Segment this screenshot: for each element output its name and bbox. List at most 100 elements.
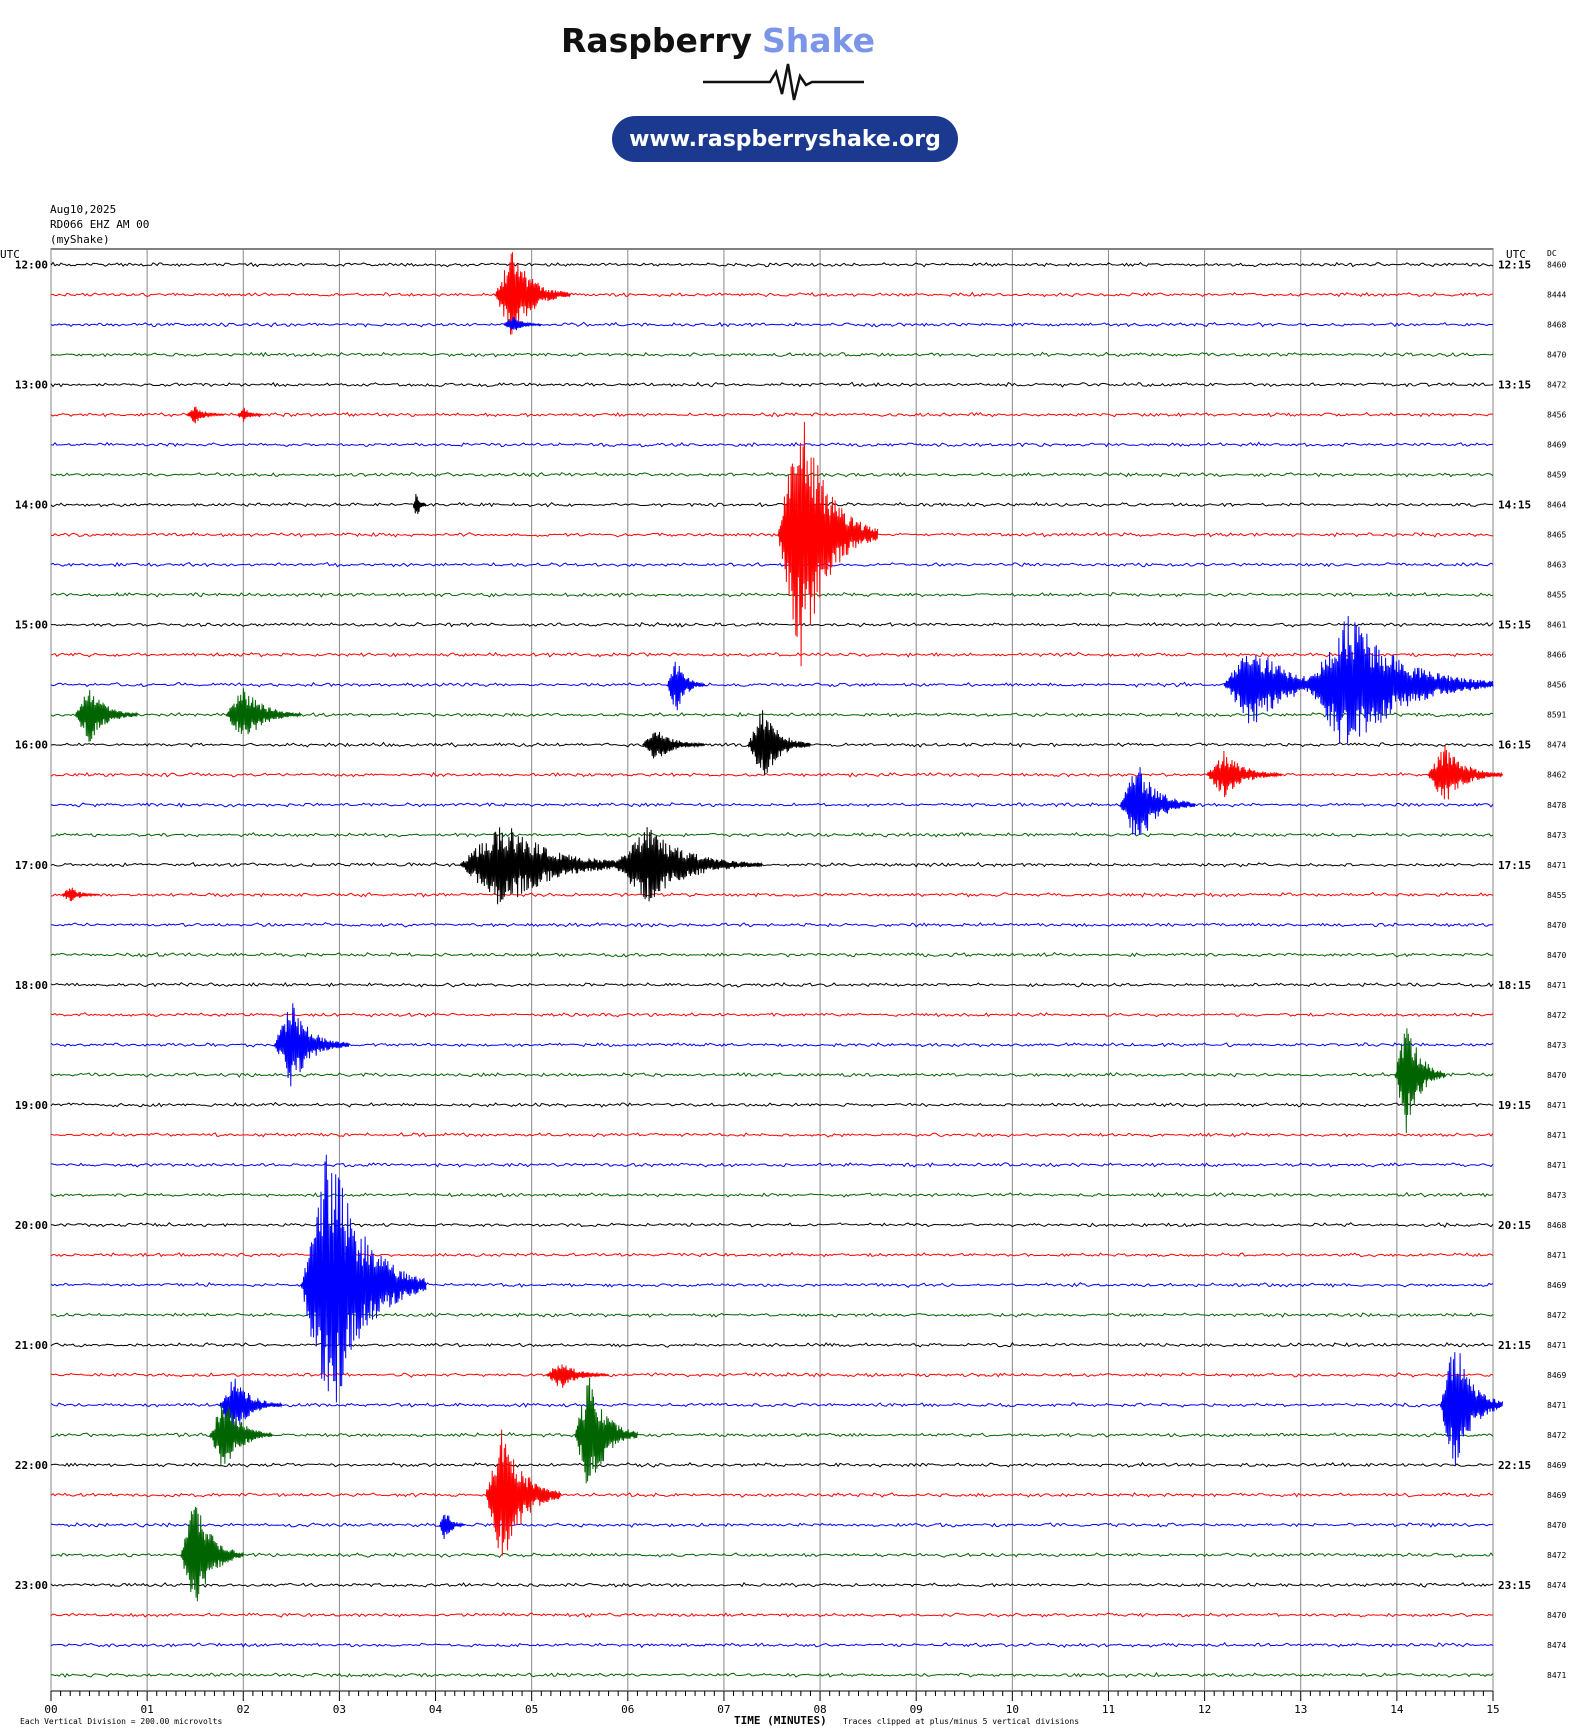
x-tick-label: 15 bbox=[1486, 1703, 1499, 1716]
event-burst bbox=[1394, 1028, 1446, 1134]
trace bbox=[50, 1162, 1494, 1168]
event-burst bbox=[574, 1377, 638, 1484]
trace bbox=[50, 1491, 1494, 1498]
dc-value: 8470 bbox=[1547, 351, 1566, 360]
event-burst bbox=[237, 407, 263, 422]
start-label: 22:00 bbox=[15, 1459, 48, 1472]
dc-value: 8466 bbox=[1547, 651, 1566, 660]
event-burst bbox=[666, 661, 706, 711]
dc-value: 8459 bbox=[1547, 471, 1566, 480]
x-tick-label: 13 bbox=[1294, 1703, 1307, 1716]
dc-value: 8463 bbox=[1547, 561, 1566, 570]
dc-value: 8470 bbox=[1547, 921, 1566, 930]
start-label: 23:00 bbox=[15, 1579, 48, 1592]
dc-value: 8469 bbox=[1547, 1491, 1566, 1500]
trace bbox=[50, 1372, 1494, 1378]
dc-value: 8474 bbox=[1547, 741, 1566, 750]
event-burst bbox=[1206, 750, 1282, 798]
trace bbox=[50, 1101, 1494, 1108]
event-burst bbox=[777, 421, 879, 667]
end-label: 21:15 bbox=[1498, 1339, 1531, 1352]
event-burst bbox=[1305, 615, 1494, 744]
trace bbox=[50, 1402, 1494, 1408]
dc-value: 8470 bbox=[1547, 1521, 1566, 1530]
end-label: 16:15 bbox=[1498, 739, 1531, 752]
dc-value: 8456 bbox=[1547, 411, 1566, 420]
trace bbox=[51, 1221, 1494, 1228]
trace bbox=[50, 1641, 1494, 1649]
start-label: 13:00 bbox=[15, 379, 48, 392]
event-burst bbox=[641, 731, 706, 759]
trace bbox=[50, 1042, 1494, 1048]
trace bbox=[50, 1552, 1494, 1558]
x-tick-label: 14 bbox=[1390, 1703, 1404, 1716]
trace bbox=[50, 1281, 1494, 1288]
trace bbox=[50, 261, 1494, 268]
trace bbox=[50, 921, 1494, 928]
event-burst bbox=[1119, 767, 1196, 836]
dc-value: 8460 bbox=[1547, 261, 1566, 270]
event-burst bbox=[74, 690, 138, 742]
event-burst bbox=[218, 1378, 283, 1432]
event-burst bbox=[494, 252, 571, 335]
trace bbox=[51, 1312, 1494, 1318]
dc-value: 8471 bbox=[1547, 1161, 1566, 1170]
url[interactable]: www.raspberryshake.org bbox=[629, 127, 941, 152]
x-tick-label: 09 bbox=[910, 1703, 923, 1716]
dc-value: 8471 bbox=[1547, 1401, 1566, 1410]
trace bbox=[50, 1341, 1494, 1348]
dc-value: 8470 bbox=[1547, 951, 1566, 960]
dc-value: 8473 bbox=[1547, 831, 1566, 840]
trace bbox=[50, 531, 1494, 538]
trace bbox=[50, 561, 1494, 568]
dc-value: 8468 bbox=[1547, 1221, 1566, 1230]
x-tick-label: 00 bbox=[44, 1703, 57, 1716]
event-burst bbox=[612, 827, 763, 902]
dc-value: 8471 bbox=[1547, 1131, 1566, 1140]
trace bbox=[50, 1522, 1494, 1528]
end-label: 19:15 bbox=[1498, 1099, 1531, 1112]
x-tick-label: 02 bbox=[237, 1703, 250, 1716]
end-label: 22:15 bbox=[1498, 1459, 1531, 1472]
end-label: 15:15 bbox=[1498, 619, 1531, 632]
trace bbox=[50, 651, 1494, 658]
event-burst bbox=[503, 316, 542, 331]
end-label: 18:15 bbox=[1498, 979, 1531, 992]
event-burst bbox=[1427, 745, 1504, 800]
trace bbox=[50, 621, 1494, 628]
start-label: 16:00 bbox=[15, 739, 48, 752]
event-burst bbox=[180, 1506, 244, 1602]
trace bbox=[50, 1431, 1494, 1438]
dc-value: 8472 bbox=[1547, 1431, 1566, 1440]
dc-value: 8471 bbox=[1547, 1251, 1566, 1260]
dc-label: DC bbox=[1547, 249, 1557, 258]
dc-value: 8470 bbox=[1547, 1611, 1566, 1620]
x-tick-label: 05 bbox=[525, 1703, 538, 1716]
end-label: 20:15 bbox=[1498, 1219, 1531, 1232]
x-tick-label: 06 bbox=[621, 1703, 634, 1716]
trace bbox=[50, 1191, 1494, 1198]
trace bbox=[50, 1612, 1494, 1618]
trace bbox=[50, 501, 1493, 508]
trace bbox=[50, 891, 1494, 898]
dc-value: 8456 bbox=[1547, 681, 1566, 690]
trace bbox=[50, 411, 1494, 418]
dc-value: 8461 bbox=[1547, 621, 1566, 630]
dc-value: 8473 bbox=[1547, 1041, 1566, 1050]
dc-value: 8478 bbox=[1547, 801, 1566, 810]
url-pill[interactable] bbox=[612, 116, 958, 162]
trace bbox=[50, 802, 1494, 808]
start-label: 17:00 bbox=[15, 859, 48, 872]
clip-note: Traces clipped at plus/minus 5 vertical … bbox=[843, 1717, 1079, 1726]
dc-value: 8469 bbox=[1547, 1461, 1566, 1470]
end-label: 13:15 bbox=[1498, 379, 1531, 392]
x-tick-label: 12 bbox=[1198, 1703, 1211, 1716]
dc-value: 8591 bbox=[1547, 711, 1566, 720]
x-label: TIME (MINUTES) bbox=[734, 1714, 827, 1727]
dc-value: 8465 bbox=[1547, 531, 1566, 540]
event-burst bbox=[186, 406, 225, 424]
trace bbox=[50, 291, 1494, 298]
dc-value: 8470 bbox=[1547, 1071, 1566, 1080]
x-tick-label: 04 bbox=[429, 1703, 443, 1716]
